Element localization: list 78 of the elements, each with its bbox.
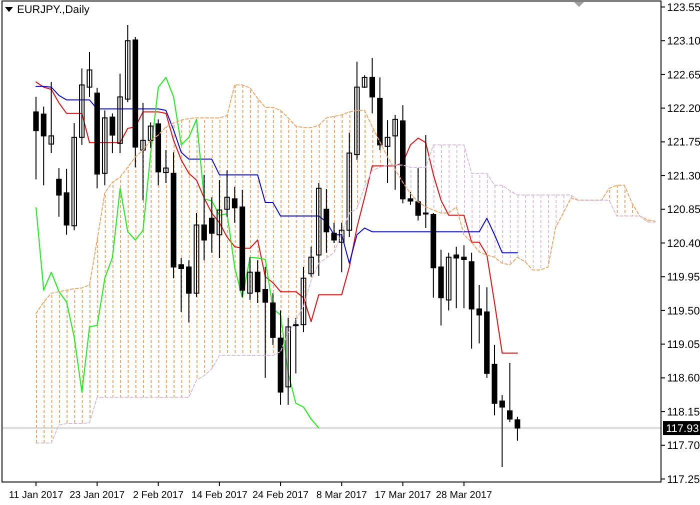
candlestick bbox=[446, 252, 452, 311]
candlestick bbox=[71, 122, 77, 231]
candlestick bbox=[324, 188, 330, 254]
candlestick bbox=[316, 182, 322, 276]
y-tick-label: 123.55 bbox=[667, 2, 700, 14]
line-series bbox=[36, 86, 518, 264]
y-tick-label: 120.85 bbox=[667, 204, 700, 216]
candlestick bbox=[461, 244, 467, 309]
y-tick-label: 119.95 bbox=[667, 272, 700, 284]
candlestick bbox=[247, 256, 253, 300]
candlestick bbox=[117, 73, 123, 154]
candlestick bbox=[346, 132, 352, 238]
y-tick-label: 121.30 bbox=[667, 170, 700, 182]
x-tick-label: 11 Jan 2017 bbox=[8, 490, 64, 501]
y-tick-label: 122.20 bbox=[667, 102, 700, 115]
candlestick bbox=[507, 362, 513, 423]
candlestick bbox=[392, 114, 398, 190]
candlestick bbox=[102, 110, 108, 186]
candlestick bbox=[454, 246, 460, 309]
candlestick bbox=[110, 112, 116, 154]
y-tick-label: 123.10 bbox=[667, 36, 700, 48]
line-series bbox=[36, 76, 320, 429]
candlestick bbox=[232, 186, 238, 224]
ref-line-label: 117.93 bbox=[666, 422, 699, 435]
candlestick bbox=[194, 212, 200, 298]
x-tick-label: 23 Jan 2017 bbox=[70, 490, 126, 501]
candlestick bbox=[148, 122, 154, 148]
y-tick-label: 117.70 bbox=[667, 440, 700, 452]
y-tick-label: 118.60 bbox=[667, 372, 700, 385]
candlestick bbox=[476, 284, 482, 344]
candlestick bbox=[331, 222, 337, 244]
chart-title: EURJPY.,Daily bbox=[17, 4, 90, 16]
candlestick bbox=[48, 81, 54, 154]
candlestick bbox=[56, 168, 62, 218]
candlestick bbox=[216, 180, 222, 258]
candlestick bbox=[415, 168, 421, 222]
candlestick bbox=[362, 74, 368, 88]
candlestick bbox=[369, 57, 376, 114]
candlestick bbox=[79, 68, 85, 146]
candlestick bbox=[514, 416, 520, 442]
candlestick bbox=[262, 266, 268, 378]
candlestick bbox=[285, 317, 291, 406]
candlestick bbox=[408, 192, 414, 206]
line-series bbox=[36, 144, 656, 444]
candlestick bbox=[300, 266, 306, 333]
candlestick bbox=[338, 222, 344, 273]
x-tick-label: 2 Feb 2017 bbox=[132, 490, 184, 501]
y-tick-label: 122.65 bbox=[667, 69, 700, 82]
candlestick bbox=[422, 134, 429, 229]
candlestick bbox=[86, 51, 92, 98]
candlestick bbox=[124, 24, 130, 103]
x-tick-label: 17 Mar 2017 bbox=[374, 490, 432, 501]
y-tick-label: 121.75 bbox=[667, 136, 700, 149]
y-tick-label: 119.05 bbox=[667, 338, 700, 351]
line-series bbox=[36, 81, 518, 354]
candlestick bbox=[208, 196, 215, 254]
candlestick bbox=[201, 174, 207, 261]
y-tick-label: 119.50 bbox=[667, 305, 700, 318]
candlestick bbox=[224, 170, 230, 218]
y-tick-label: 117.25 bbox=[667, 474, 700, 486]
candlestick bbox=[33, 96, 39, 180]
candlestick bbox=[499, 394, 505, 468]
x-tick-label: 8 Mar 2017 bbox=[316, 490, 368, 501]
candlestick bbox=[178, 257, 184, 312]
candlestick bbox=[163, 150, 169, 184]
candlestick bbox=[308, 246, 314, 278]
candlestick bbox=[40, 106, 46, 186]
line-series bbox=[36, 84, 656, 314]
x-tick-label: 28 Mar 2017 bbox=[436, 490, 492, 501]
x-tick-label: 14 Feb 2017 bbox=[191, 490, 248, 501]
y-tick-label: 120.40 bbox=[667, 238, 700, 250]
y-tick-label: 118.15 bbox=[667, 406, 700, 418]
candlestick bbox=[140, 102, 146, 201]
candlestick bbox=[354, 61, 360, 160]
x-tick-label: 24 Feb 2017 bbox=[252, 490, 310, 501]
candlestick bbox=[254, 260, 260, 304]
candlestick bbox=[293, 317, 299, 374]
candlestick bbox=[384, 120, 390, 184]
